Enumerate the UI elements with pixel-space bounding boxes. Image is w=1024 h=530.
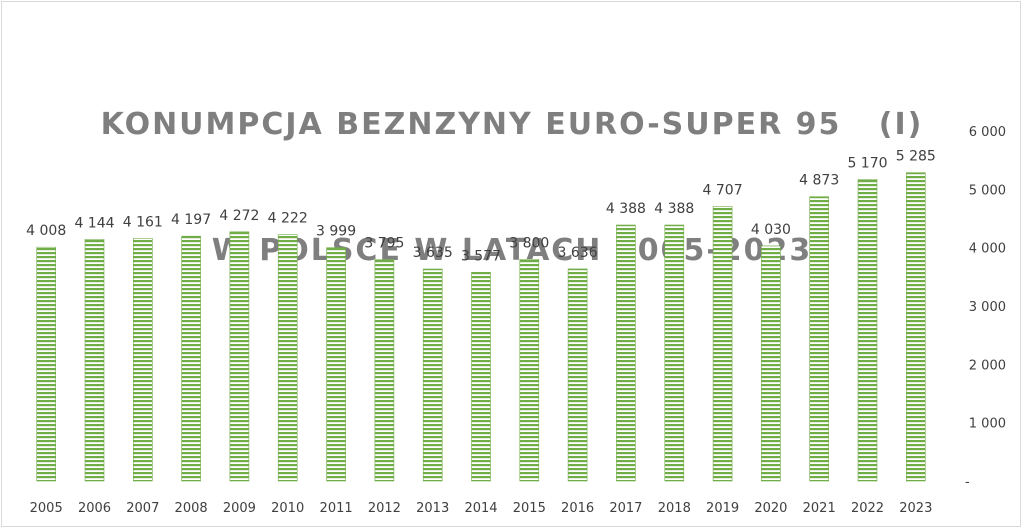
bar-2007 xyxy=(133,238,153,482)
x-tick-2006: 2006 xyxy=(78,501,111,516)
x-tick-2005: 2005 xyxy=(30,501,63,516)
x-tick-2013: 2013 xyxy=(416,501,449,516)
bars-group xyxy=(36,172,926,482)
value-label-2012: 3 795 xyxy=(364,236,404,252)
bar-2011 xyxy=(326,247,346,482)
x-tick-2021: 2021 xyxy=(803,501,836,516)
value-label-2008: 4 197 xyxy=(171,212,211,228)
x-tick-2016: 2016 xyxy=(561,501,594,516)
value-label-2020: 4 030 xyxy=(751,222,791,238)
x-tick-2012: 2012 xyxy=(368,501,401,516)
bar-2008 xyxy=(181,235,201,482)
value-label-2013: 3 635 xyxy=(413,245,453,261)
y-tick-5000: 5 000 xyxy=(969,183,1006,198)
x-tick-2009: 2009 xyxy=(223,501,256,516)
bar-2019 xyxy=(712,206,733,482)
bar-2022 xyxy=(857,179,878,482)
bar-2014 xyxy=(471,271,491,482)
value-label-2022: 5 170 xyxy=(847,155,887,171)
y-tick-2000: 2 000 xyxy=(969,358,1006,373)
y-tick-4000: 4 000 xyxy=(969,242,1006,257)
y-tick-0: - xyxy=(965,475,970,490)
value-label-2014: 3 577 xyxy=(461,248,501,264)
value-label-2011: 3 999 xyxy=(316,224,356,240)
bar-2012 xyxy=(374,259,395,482)
x-tick-2008: 2008 xyxy=(175,501,208,516)
bar-2016 xyxy=(567,268,588,482)
value-label-2006: 4 144 xyxy=(74,215,114,231)
bar-2020 xyxy=(761,245,781,482)
bar-2018 xyxy=(664,224,685,482)
value-label-2009: 4 272 xyxy=(219,208,259,224)
bar-2021 xyxy=(809,196,830,482)
bar-2017 xyxy=(616,224,636,482)
y-tick-6000: 6 000 xyxy=(969,125,1006,140)
value-label-2015: 3 800 xyxy=(509,235,549,251)
value-label-2023: 5 285 xyxy=(896,149,936,165)
value-label-2019: 4 707 xyxy=(703,182,743,198)
x-tick-2018: 2018 xyxy=(658,501,691,516)
x-tick-2023: 2023 xyxy=(899,501,932,516)
x-tick-2020: 2020 xyxy=(754,501,787,516)
bar-2006 xyxy=(84,239,105,482)
y-tick-1000: 1 000 xyxy=(969,417,1006,432)
x-axis-labels: 2005 2006 2007 2008 2009 2010 2011 2012 2013 2014… xyxy=(30,501,933,516)
bar-2005 xyxy=(36,246,57,482)
bar-2015 xyxy=(519,258,540,482)
x-tick-2011: 2011 xyxy=(320,501,353,516)
x-tick-2022: 2022 xyxy=(851,501,884,516)
chart-title-line-1: KONUMPCJA BEZNZYNY EURO-SUPER 95 (I) xyxy=(100,107,924,142)
x-tick-2015: 2015 xyxy=(513,501,546,516)
value-label-2016: 3 636 xyxy=(558,245,598,261)
value-label-2010: 4 222 xyxy=(268,211,308,227)
bar-2023 xyxy=(905,172,926,482)
value-label-2017: 4 388 xyxy=(606,201,646,217)
value-label-2018: 4 388 xyxy=(654,201,694,217)
value-labels-group: 4 008 4 144 4 161 4 197 4 272 4 222 3 999 3 795… xyxy=(26,149,936,265)
value-label-2005: 4 008 xyxy=(26,223,66,239)
x-tick-2019: 2019 xyxy=(706,501,739,516)
y-axis: - 1 000 2 000 3 000 4 000 5 000 6 000 xyxy=(965,125,1006,490)
value-label-2007: 4 161 xyxy=(123,214,163,230)
y-tick-3000: 3 000 xyxy=(969,300,1006,315)
x-tick-2007: 2007 xyxy=(126,501,159,516)
bar-2009 xyxy=(229,231,250,482)
x-tick-2017: 2017 xyxy=(609,501,642,516)
value-label-2021: 4 873 xyxy=(799,173,839,189)
x-tick-2014: 2014 xyxy=(464,501,497,516)
bar-2010 xyxy=(277,234,298,482)
bar-2013 xyxy=(422,268,443,482)
x-tick-2010: 2010 xyxy=(271,501,304,516)
